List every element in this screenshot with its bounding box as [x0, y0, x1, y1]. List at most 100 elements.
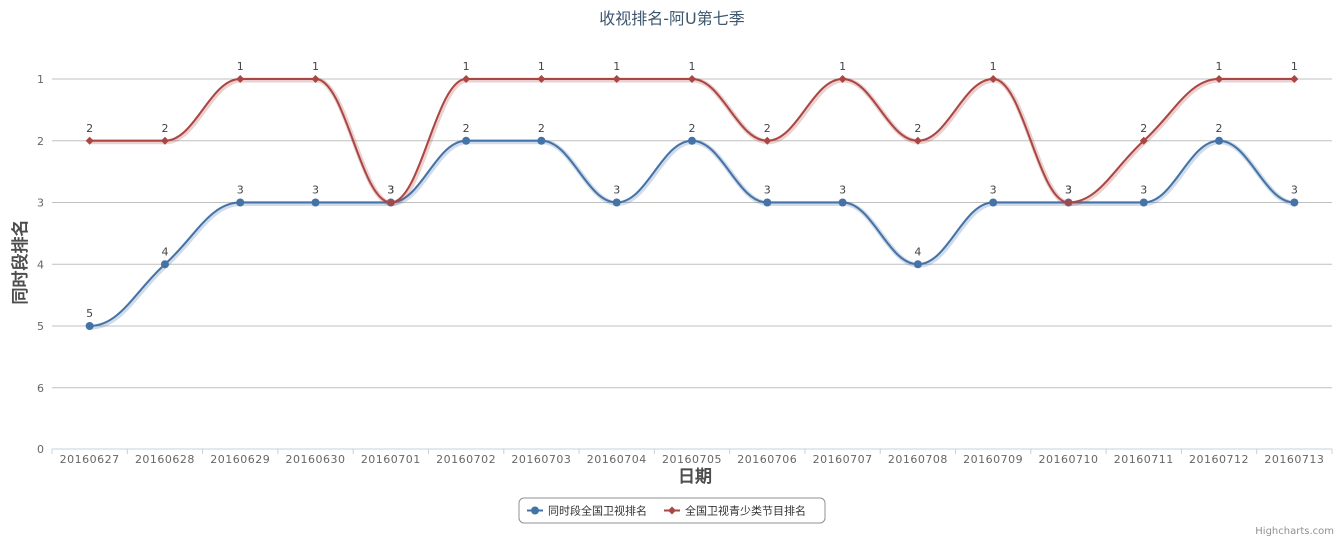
x-tick-label: 20160711 [1114, 453, 1174, 466]
data-label: 3 [990, 184, 997, 197]
data-point[interactable] [386, 198, 395, 207]
legend[interactable]: 同时段全国卫视排名 全国卫视青少类节目排名 [518, 497, 826, 524]
data-label: 4 [161, 245, 168, 258]
data-label: 1 [312, 60, 319, 73]
data-point[interactable] [85, 136, 94, 145]
plot-area: 5 4 3 3 3 2 2 3 2 3 3 4 3 3 3 2 32 2 1 1 3 1 1 1 1 2 1 2 1 3 2 1 1 [85, 60, 1299, 330]
credits-link[interactable]: Highcharts.com [1255, 526, 1334, 537]
legend-label: 同时段全国卫视排名 [548, 504, 647, 518]
data-label: 2 [463, 122, 470, 135]
x-tick-label: 20160627 [60, 453, 120, 466]
data-label: 3 [1065, 184, 1072, 197]
data-label: 4 [914, 245, 921, 258]
data-label: 3 [387, 184, 394, 197]
legend-item-2[interactable]: 全国卫视青少类节目排名 [664, 504, 806, 518]
data-point[interactable] [1290, 198, 1299, 207]
x-tick-label: 20160712 [1189, 453, 1249, 466]
y-tick-label: 3 [37, 197, 44, 210]
x-tick-label: 20160628 [135, 453, 195, 466]
data-point[interactable] [838, 75, 847, 83]
data-point[interactable] [1064, 198, 1073, 207]
data-label: 3 [1065, 184, 1072, 197]
data-point[interactable] [1139, 198, 1148, 207]
x-tick-label: 20160706 [737, 453, 797, 466]
legend-label: 全国卫视青少类节目排名 [685, 504, 806, 518]
x-axis-title: 日期 [678, 467, 712, 487]
data-point[interactable] [763, 198, 772, 207]
data-label: 3 [387, 184, 394, 197]
data-point[interactable] [236, 198, 245, 207]
data-point[interactable] [1215, 136, 1224, 145]
legend-marker [668, 506, 676, 515]
data-point[interactable] [838, 198, 847, 207]
y-axis-title: 同时段排名 [10, 220, 31, 305]
legend-marker [531, 506, 539, 515]
data-point[interactable] [537, 136, 546, 145]
data-label: 2 [1216, 122, 1223, 135]
legend-item-1[interactable]: 同时段全国卫视排名 [527, 504, 647, 518]
data-label: 3 [237, 184, 244, 197]
data-label: 3 [764, 184, 771, 197]
x-tick-label: 20160710 [1038, 453, 1098, 466]
data-label: 2 [538, 122, 545, 135]
series-2[interactable]: 2 2 1 1 3 1 1 1 1 2 1 2 1 3 2 1 1 [85, 60, 1299, 207]
data-label: 1 [237, 60, 244, 73]
data-point[interactable] [989, 75, 998, 83]
series-line [89, 139, 1295, 327]
data-point[interactable] [688, 136, 696, 145]
x-tick-label: 20160629 [210, 453, 270, 466]
data-label: 3 [1140, 184, 1147, 197]
data-label: 1 [990, 60, 997, 73]
x-tick-label: 20160704 [587, 453, 647, 466]
data-point[interactable] [913, 136, 922, 145]
data-label: 2 [764, 122, 771, 135]
data-point[interactable] [612, 198, 621, 207]
x-tick-label: 20160705 [662, 453, 722, 466]
x-tick-label: 20160709 [963, 453, 1023, 466]
x-tick-label: 20160713 [1264, 453, 1324, 466]
data-label: 1 [538, 60, 545, 73]
data-point[interactable] [989, 198, 998, 207]
data-point[interactable] [311, 75, 320, 83]
x-tick-label: 20160701 [361, 453, 421, 466]
data-point[interactable] [85, 322, 94, 330]
data-point[interactable] [311, 198, 320, 207]
data-label: 1 [1216, 60, 1223, 73]
data-point[interactable] [236, 75, 245, 83]
data-point[interactable] [1139, 136, 1148, 145]
y-tick-label: 1 [37, 73, 44, 86]
data-point[interactable] [537, 75, 546, 83]
data-point[interactable] [462, 136, 471, 145]
data-label: 2 [86, 122, 93, 135]
series-1[interactable]: 5 4 3 3 3 2 2 3 2 3 3 4 3 3 3 2 3 [85, 122, 1299, 330]
data-point[interactable] [913, 260, 922, 269]
data-label: 2 [689, 122, 696, 135]
data-point[interactable] [612, 75, 621, 83]
x-axis: 20160627 20160628 20160629 20160630 20160701… [51, 448, 1333, 466]
data-label: 2 [161, 122, 168, 135]
data-point[interactable] [1215, 75, 1224, 83]
data-point[interactable] [763, 136, 772, 145]
x-tick-label: 20160703 [511, 453, 571, 466]
data-point[interactable] [1290, 75, 1299, 83]
data-point[interactable] [462, 75, 471, 83]
data-label: 2 [1140, 122, 1147, 135]
data-point[interactable] [160, 136, 169, 145]
data-label: 2 [914, 122, 921, 135]
data-point[interactable] [160, 260, 169, 269]
data-label: 5 [86, 307, 93, 320]
data-label: 3 [1291, 184, 1298, 197]
y-tick-label: 6 [37, 382, 44, 395]
data-label: 1 [463, 60, 470, 73]
x-tick-label: 20160708 [888, 453, 948, 466]
data-label: 1 [1291, 60, 1298, 73]
y-tick-label: 0 [37, 443, 44, 456]
data-point[interactable] [688, 75, 696, 83]
y-tick-label: 4 [37, 258, 44, 271]
y-tick-label: 2 [37, 135, 44, 148]
data-label: 1 [839, 60, 846, 73]
x-tick-label: 20160630 [286, 453, 346, 466]
data-label: 3 [312, 184, 319, 197]
data-label: 1 [613, 60, 620, 73]
data-label: 1 [689, 60, 696, 73]
